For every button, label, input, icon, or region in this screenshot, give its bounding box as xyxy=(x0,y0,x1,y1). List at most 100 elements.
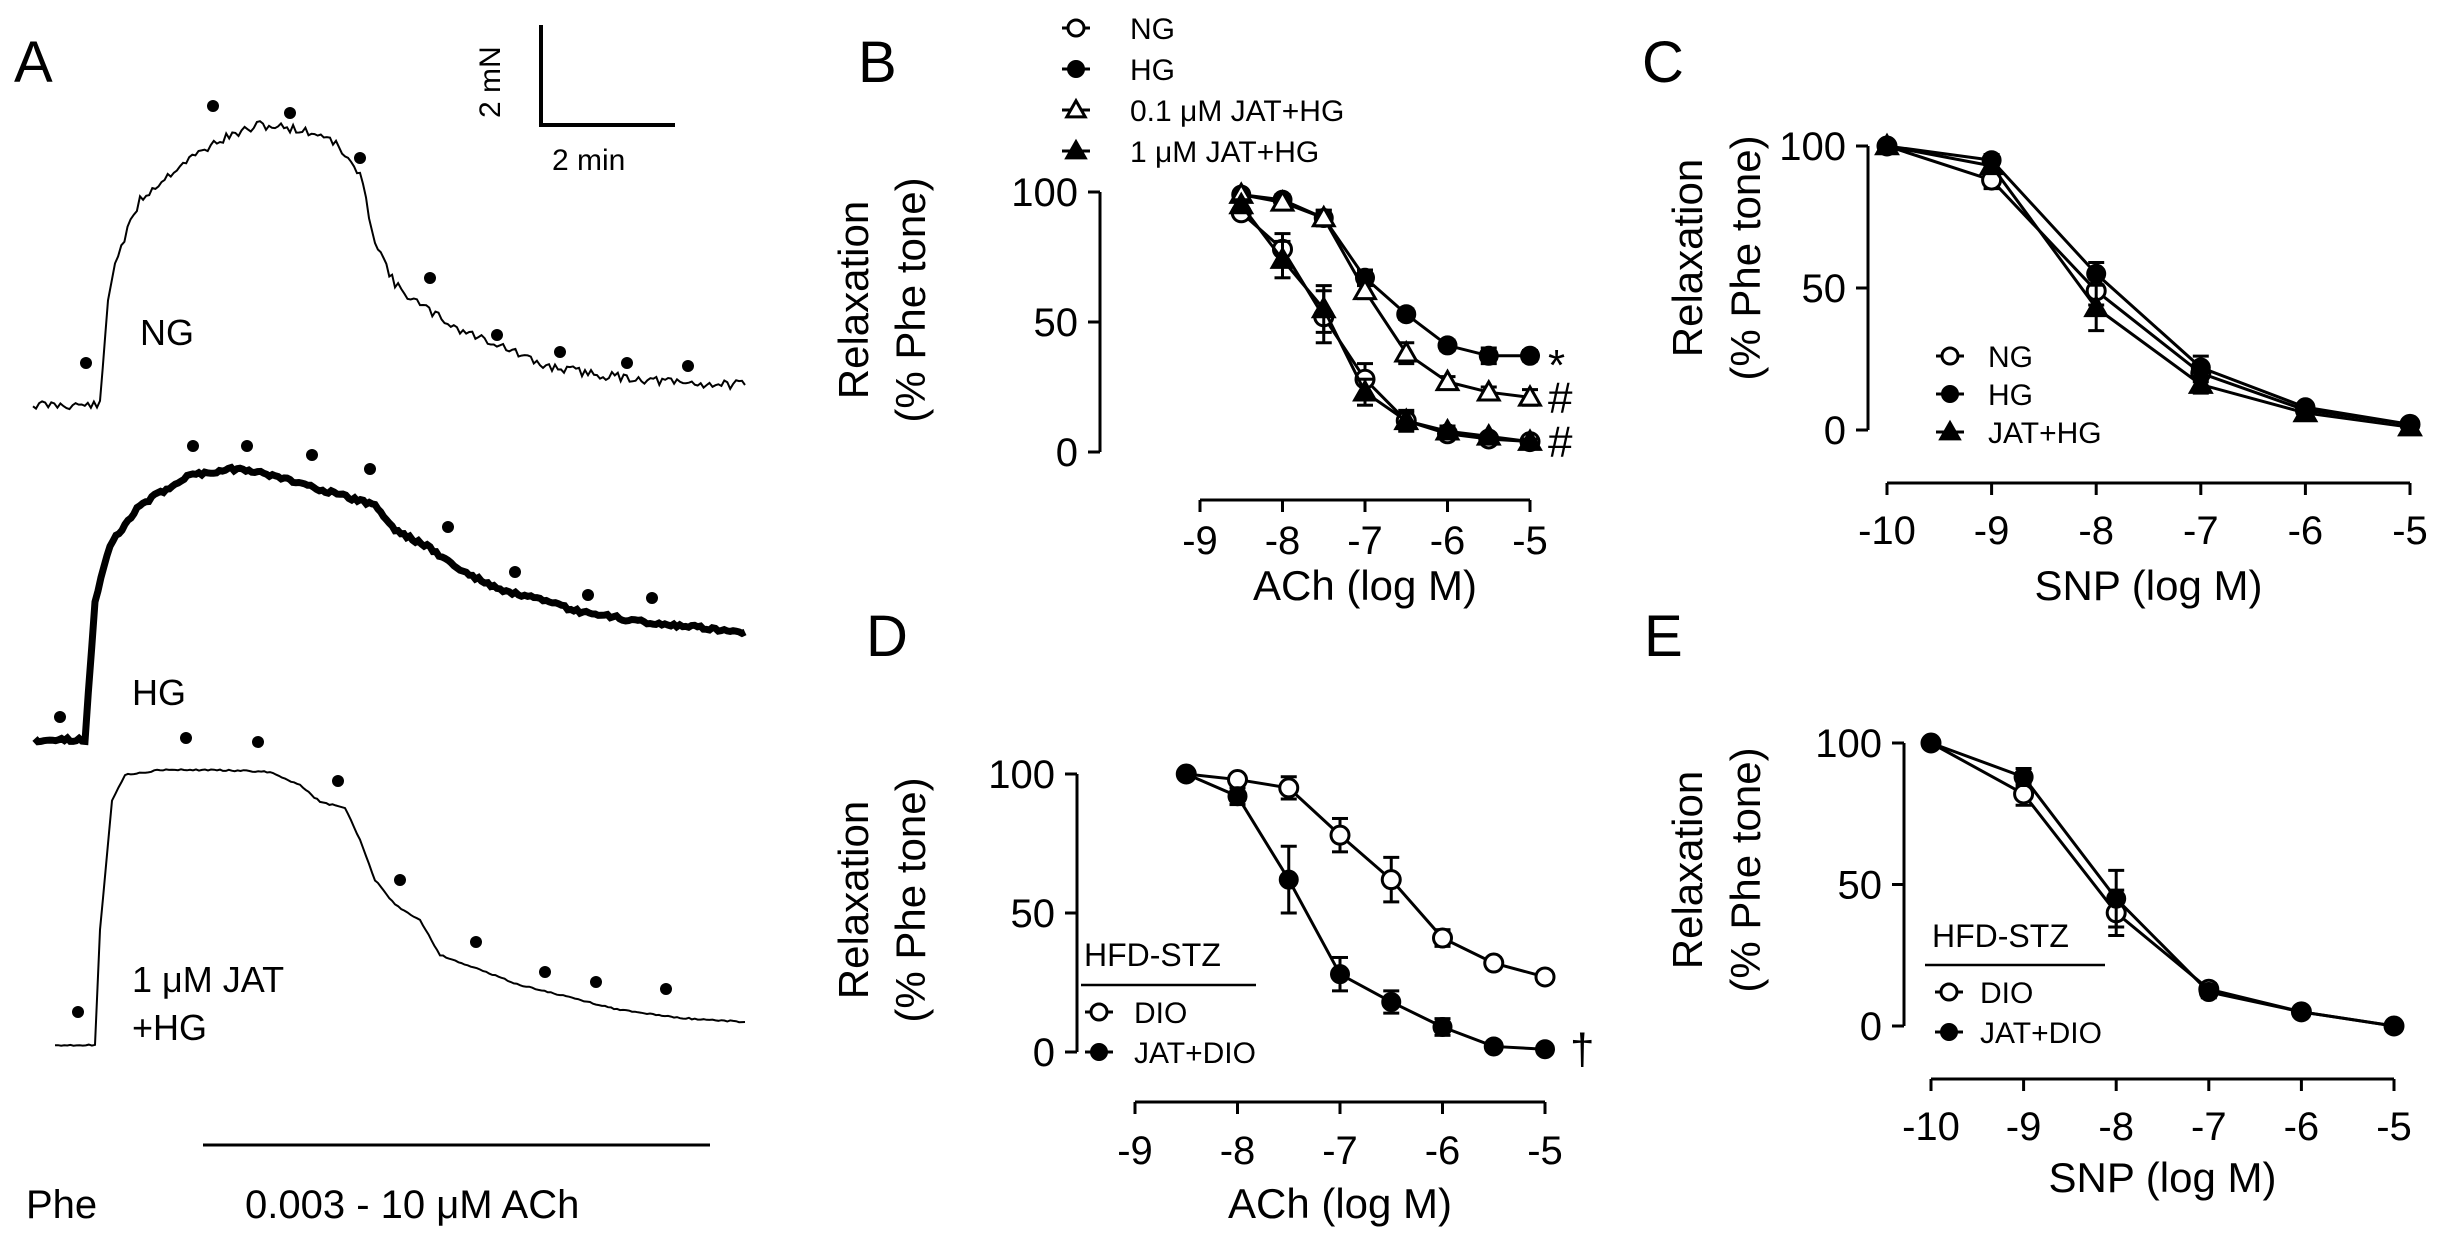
trace-label-hg: HG xyxy=(132,672,186,713)
y-axis-title-units: (% Phe tone) xyxy=(887,177,934,422)
data-point xyxy=(1517,428,1543,451)
x-tick-label: -6 xyxy=(1430,519,1466,563)
data-point xyxy=(1874,132,1900,156)
trace-jat xyxy=(54,768,746,1047)
significance-mark: * xyxy=(1548,341,1565,390)
data-point xyxy=(1520,345,1540,366)
legend-marker xyxy=(1940,346,1960,366)
legend-label: DIO xyxy=(1134,997,1187,1030)
x-axis-title: ACh (log M) xyxy=(1253,562,1477,609)
x-tick-label: -8 xyxy=(1265,519,1301,563)
legend-marker xyxy=(1941,385,1959,403)
y-tick-label: 50 xyxy=(1838,864,1883,908)
y-tick-label: 100 xyxy=(1779,125,1846,169)
x-tick-label: -9 xyxy=(1974,509,2010,553)
legend-marker xyxy=(1067,60,1085,78)
y-axis-title: Relaxation xyxy=(1664,771,1711,969)
ach-dose-dot xyxy=(582,589,594,601)
x-tick-label: -7 xyxy=(2191,1105,2227,1149)
trace-label-jat-line1: 1 μM JAT xyxy=(132,959,284,1000)
ach-dose-dot xyxy=(306,449,318,461)
series-jat-dio xyxy=(1176,764,1555,1060)
scale-bar-force: 2 mN xyxy=(474,46,507,118)
legend-label: NG xyxy=(1130,13,1175,46)
series-line xyxy=(1185,772,1546,1051)
y-axis-title: Relaxation xyxy=(1664,159,1711,357)
ach-dose-dot xyxy=(590,976,602,988)
data-point xyxy=(1329,824,1351,846)
y-tick-label: 100 xyxy=(988,753,1055,797)
x-tick-label: -10 xyxy=(1858,509,1916,553)
legend-marker xyxy=(1938,419,1962,441)
x-axis-title: ACh (log M) xyxy=(1228,1180,1452,1227)
x-tick-label: -8 xyxy=(1220,1129,1256,1173)
ach-dose-dot xyxy=(252,736,264,748)
panel-a-traces: 2 mN 2 min NG HG 1 μM JAT +HG Phe 0.003 … xyxy=(26,25,747,1227)
x-tick-label: -6 xyxy=(2288,509,2324,553)
data-point xyxy=(1227,769,1248,791)
x-tick-label: -7 xyxy=(1347,519,1383,563)
legend-marker xyxy=(1064,97,1088,119)
data-point xyxy=(1483,952,1505,974)
y-axis-title: Relaxation xyxy=(830,201,877,399)
data-point xyxy=(1330,964,1350,985)
data-point xyxy=(2187,371,2214,394)
legend-marker xyxy=(1939,982,1959,1002)
data-point xyxy=(1437,335,1458,356)
ach-dose-dot xyxy=(332,775,344,787)
legend-label: DIO xyxy=(1980,977,2033,1010)
data-point xyxy=(1432,927,1453,949)
y-axis-title-units: (% Phe tone) xyxy=(1722,135,1769,380)
x-tick-label: -8 xyxy=(2098,1105,2134,1149)
y-tick-label: 0 xyxy=(1824,409,1846,453)
significance-mark: † xyxy=(1570,1025,1594,1074)
y-tick-label: 50 xyxy=(1802,267,1847,311)
ach-dose-dot xyxy=(207,100,219,112)
x-tick-label: -7 xyxy=(1322,1129,1358,1173)
panel-letter-e: E xyxy=(1644,604,1683,669)
significance-mark: # xyxy=(1548,373,1573,422)
data-point xyxy=(2397,413,2423,437)
ach-dose-dot xyxy=(646,592,658,604)
data-point xyxy=(1475,423,1502,446)
data-point xyxy=(1434,368,1461,392)
y-axis-title: Relaxation xyxy=(830,801,877,999)
ach-dose-dot xyxy=(682,360,694,372)
ach-dose-dot xyxy=(180,732,192,744)
ach-dose-dot xyxy=(394,874,406,886)
y-tick-label: 100 xyxy=(1815,722,1882,766)
legend-label: JAT+DIO xyxy=(1980,1017,2102,1050)
data-point xyxy=(1352,378,1378,402)
legend-header: HFD-STZ xyxy=(1084,937,1221,973)
data-point xyxy=(1352,277,1378,301)
legend-marker xyxy=(1090,1043,1108,1061)
ach-dose-dot xyxy=(554,346,566,358)
scale-bar-time: 2 min xyxy=(552,144,625,177)
x-tick-label: -6 xyxy=(2284,1105,2320,1149)
data-point xyxy=(1434,417,1461,441)
data-point xyxy=(2198,982,2219,1003)
y-tick-label: 50 xyxy=(1034,301,1079,345)
series-line xyxy=(1886,144,2411,426)
legend-label: JAT+HG xyxy=(1988,417,2102,450)
y-tick-label: 0 xyxy=(1056,431,1078,475)
chart-e: -10 -9 -8 -7 -6 -5 0 50 100 SNP (log M) Relaxation… xyxy=(1664,722,2412,1201)
legend-label: HG xyxy=(1988,379,2033,412)
data-point xyxy=(1483,1036,1504,1057)
series-line xyxy=(1241,193,1530,358)
data-point xyxy=(2106,888,2127,909)
x-tick-label: -5 xyxy=(2376,1105,2412,1149)
legend: DIO JAT+DIO xyxy=(1935,977,2102,1050)
data-point xyxy=(1517,384,1543,407)
series-ng xyxy=(1876,135,2421,435)
data-point xyxy=(1228,191,1255,215)
data-point xyxy=(1269,246,1296,269)
scale-bar xyxy=(539,25,675,127)
x-tick-label: -5 xyxy=(1527,1129,1563,1173)
data-point xyxy=(1393,407,1420,431)
series-line xyxy=(1886,144,2411,429)
ach-dose-dot xyxy=(72,1006,84,1018)
ach-dose-dot xyxy=(54,711,66,723)
data-point xyxy=(2083,294,2110,318)
